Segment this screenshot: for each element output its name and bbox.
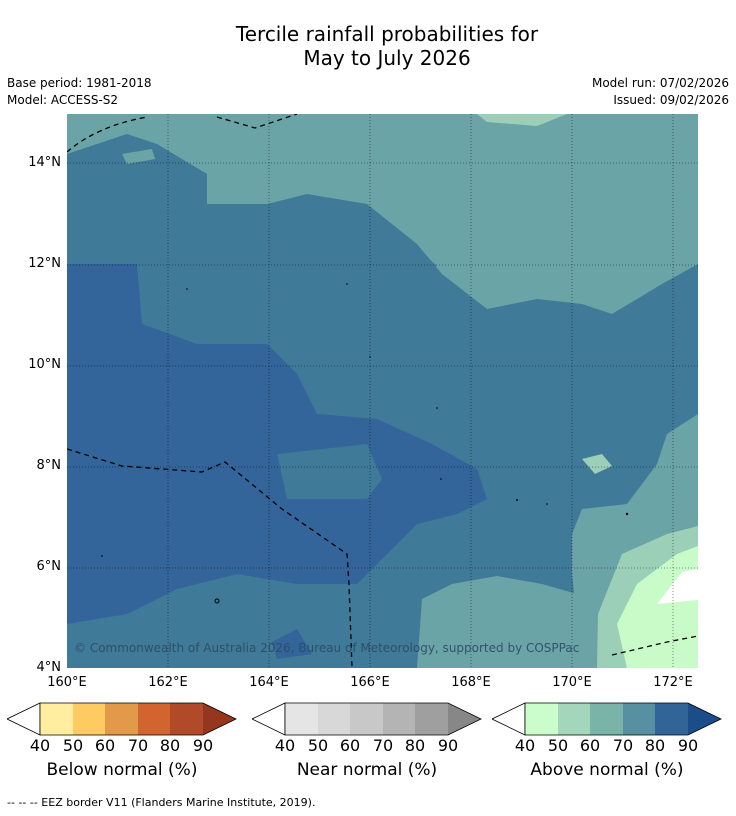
field-70-80-inner (277, 444, 382, 499)
tick: 60 (94, 736, 116, 755)
lat-label-12n: 12°N (28, 256, 61, 271)
tick: 50 (307, 736, 329, 755)
tick: 40 (274, 736, 296, 755)
issued-date: Issued: 09/02/2026 (613, 93, 729, 107)
tick: 60 (339, 736, 361, 755)
lon-label-164e: 164°E (249, 675, 289, 690)
map-title: Tercile rainfall probabilities for May t… (0, 22, 736, 70)
tick: 90 (677, 736, 699, 755)
model-run: Model run: 07/02/2026 (591, 76, 729, 90)
lon-label-160e: 160°E (47, 675, 87, 690)
tick: 60 (579, 736, 601, 755)
field-40-50-top (477, 114, 567, 126)
lon-label-172e: 172°E (653, 675, 693, 690)
field-50-60-south (417, 576, 582, 668)
eez-footnote: -- -- -- EEZ border V11 (Flanders Marine… (7, 796, 316, 809)
islands (101, 283, 629, 604)
field-50-60-north (67, 114, 698, 314)
cbar-below-seg-4 (138, 703, 170, 735)
cbar-above-max-arrow (688, 703, 721, 735)
cbar-near-seg-2 (318, 703, 350, 735)
tick: 40 (514, 736, 536, 755)
field-inner-highlight (402, 252, 437, 274)
field-50-60-spot (122, 149, 155, 164)
cbar-near-seg-4 (383, 703, 415, 735)
lat-label-6n: 6°N (36, 559, 62, 574)
cbar-above-min-arrow (492, 702, 526, 736)
copyright-notice: © Commonwealth of Australia 2026, Bureau… (74, 641, 579, 655)
eez-border (67, 114, 698, 668)
cbar-below-min-arrow (7, 702, 41, 736)
cbar-near-min-arrow (252, 702, 286, 736)
cbar-above-seg-3 (590, 703, 623, 735)
title-line-2: May to July 2026 (303, 46, 471, 70)
cbar-near-seg-3 (350, 703, 383, 735)
cbar-below-seg-3 (105, 703, 138, 735)
meta-left: Base period: 1981-2018 Model: ACCESS-S2 (7, 75, 152, 109)
label-above-normal: Above normal (%) (530, 760, 684, 780)
lon-label-170e: 170°E (552, 675, 592, 690)
tick: 80 (644, 736, 666, 755)
field-above-40 (617, 546, 698, 668)
cbar-above-seg-5 (655, 703, 688, 735)
cbar-near-seg-1 (285, 703, 318, 735)
label-near-normal: Near normal (%) (296, 760, 438, 780)
tick: 50 (62, 736, 84, 755)
tick: 90 (192, 736, 214, 755)
tick: 50 (547, 736, 569, 755)
tick: 40 (29, 736, 51, 755)
cbar-below-max-arrow (203, 703, 236, 735)
cbar-below-seg-1 (40, 703, 73, 735)
base-period: Base period: 1981-2018 (7, 76, 152, 90)
cbar-above-seg-1 (525, 703, 558, 735)
lat-label-14n: 14°N (28, 155, 61, 170)
lon-label-162e: 162°E (148, 675, 188, 690)
tick: 90 (437, 736, 459, 755)
lat-label-10n: 10°N (28, 357, 61, 372)
meta-right: Model run: 07/02/2026 Issued: 09/02/2026 (592, 75, 729, 109)
cbar-near-seg-5 (415, 703, 448, 735)
cbar-below-seg-2 (73, 703, 105, 735)
field-70-80-south (272, 629, 312, 659)
field-40-50-dot (582, 454, 612, 474)
colorbar-near-normal (252, 702, 482, 736)
tick: 80 (159, 736, 181, 755)
cbar-above-seg-4 (623, 703, 655, 735)
field-white-patch (657, 569, 698, 604)
colorbar-above-normal (492, 702, 722, 736)
field-70-80 (67, 264, 487, 624)
lon-label-166e: 166°E (350, 675, 390, 690)
tick: 80 (404, 736, 426, 755)
label-below-normal: Below normal (%) (46, 760, 198, 780)
title-line-1: Tercile rainfall probabilities for (235, 22, 539, 46)
cbar-above-seg-2 (558, 703, 590, 735)
model-name: Model: ACCESS-S2 (7, 93, 119, 107)
lat-label-8n: 8°N (36, 458, 62, 473)
lat-label-4n: 4°N (36, 660, 62, 675)
tick: 70 (127, 736, 149, 755)
map-grid (67, 114, 698, 668)
lon-label-168e: 168°E (451, 675, 491, 690)
colorbar-below-normal (7, 702, 237, 736)
probability-map: © Commonwealth of Australia 2026, Bureau… (67, 114, 698, 668)
tick: 70 (372, 736, 394, 755)
cbar-near-max-arrow (448, 703, 481, 735)
tick: 70 (612, 736, 634, 755)
cbar-below-seg-5 (170, 703, 203, 735)
